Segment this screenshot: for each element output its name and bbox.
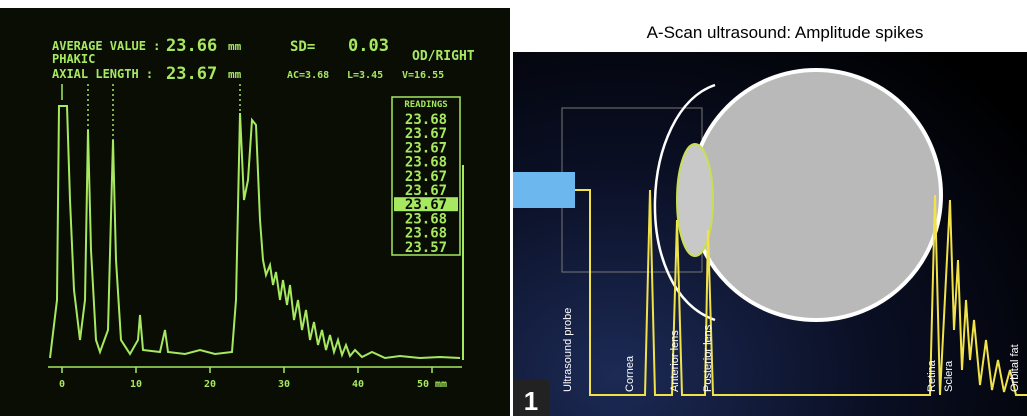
tick-label: 30 xyxy=(278,379,290,390)
ac: AC=3.68 xyxy=(287,70,329,81)
sd-label: SD= xyxy=(290,39,315,55)
structure-label: Posterior lens xyxy=(702,324,714,392)
figure: AVERAGE VALUE : 23.66 mm SD= 0.03 OD/RIG… xyxy=(0,0,1027,416)
sd-value: 0.03 xyxy=(348,36,389,56)
structure-label: Sclera xyxy=(943,360,955,392)
lens: L=3.45 xyxy=(347,70,383,81)
right-panel: A-Scan ultrasound: Amplitude spikes Ultr… xyxy=(513,0,1027,416)
tick-label: 20 xyxy=(204,379,216,390)
probe xyxy=(513,172,575,208)
figure-number: 1 xyxy=(524,386,538,416)
structure-label: Retina xyxy=(926,359,938,392)
unit: mm xyxy=(228,40,242,53)
axial-value: 23.67 xyxy=(166,64,217,84)
tick-label: 0 xyxy=(59,379,65,390)
axial-label: AXIAL LENGTH : xyxy=(52,67,153,81)
title: A-Scan ultrasound: Amplitude spikes xyxy=(647,23,924,42)
structure-label: Anterior lens xyxy=(669,330,681,392)
average-label: AVERAGE VALUE : xyxy=(52,39,160,53)
tick-label: 50 mm xyxy=(417,379,447,390)
eyeball xyxy=(691,70,941,320)
page: AVERAGE VALUE : 23.66 mm SD= 0.03 OD/RIG… xyxy=(0,0,1027,416)
structure-label: Orbital fat xyxy=(1009,344,1021,392)
tick-label: 40 xyxy=(352,379,364,390)
left-panel: AVERAGE VALUE : 23.66 mm SD= 0.03 OD/RIG… xyxy=(0,8,510,416)
readings-title: READINGS xyxy=(404,100,447,110)
vitreous: V=16.55 xyxy=(402,70,444,81)
average-value: 23.66 xyxy=(166,36,217,56)
tick-label: 10 xyxy=(130,379,142,390)
structure-label: Ultrasound probe xyxy=(562,308,574,392)
eye: OD/RIGHT xyxy=(412,49,475,64)
structure-label: Cornea xyxy=(624,355,636,392)
lens-status: PHAKIC xyxy=(52,52,95,66)
unit: mm xyxy=(228,68,242,81)
reading: 23.57 xyxy=(405,240,447,256)
